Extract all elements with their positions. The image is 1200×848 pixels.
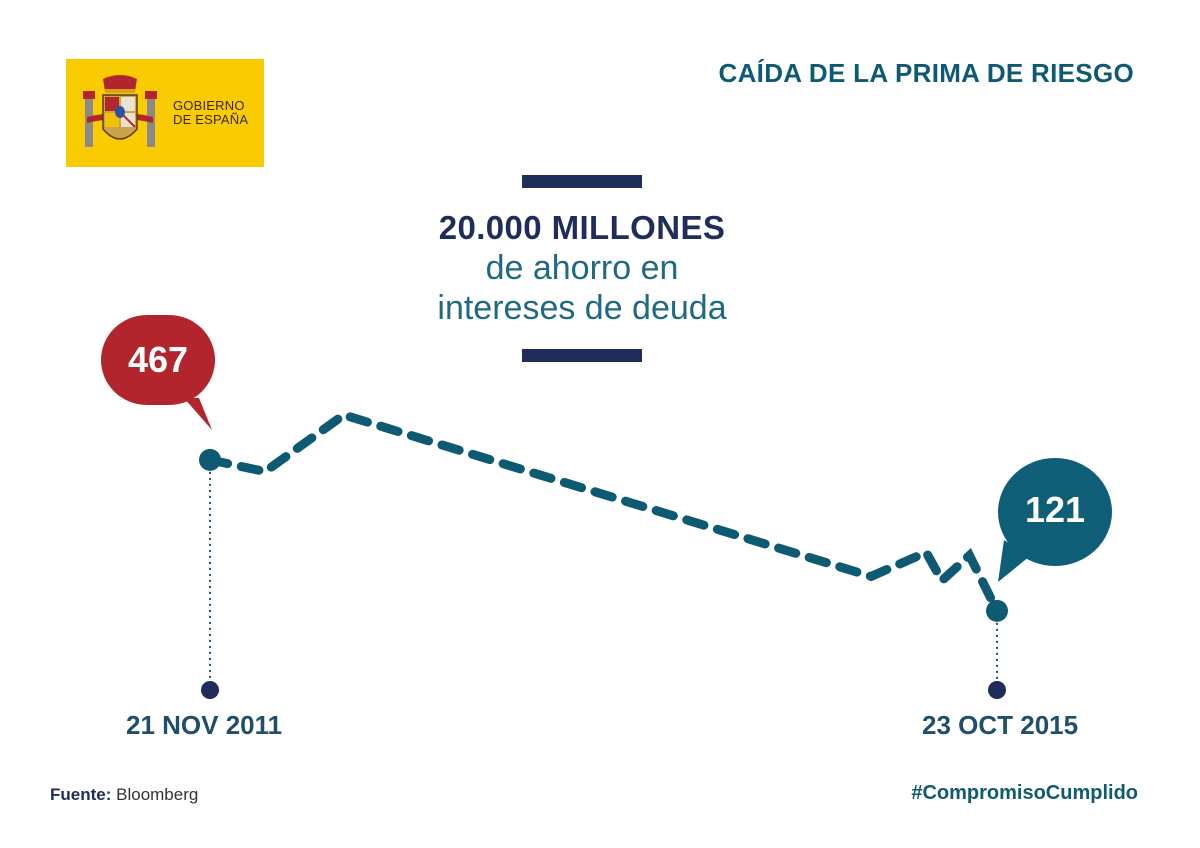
source-note: Fuente: Bloomberg [50,785,198,805]
source-value: Bloomberg [116,785,199,804]
bottom-divider-bar [522,349,642,362]
headline-line-2: de ahorro en [485,249,679,287]
series-line [205,409,1002,616]
end-bubble-tail [998,540,1030,582]
start-axis-dot [201,681,219,699]
start-date-label: 21 NOV 2011 [126,710,283,740]
logo-line-1: GOBIERNO [173,98,245,113]
hashtag: #CompromisoCumplido [911,782,1138,804]
headline: 20.000 MILLONES de ahorro en intereses d… [380,208,784,328]
headline-amount: 20.000 MILLONES [438,209,726,246]
logo-text: GOBIERNO DE ESPAÑA [173,99,248,127]
source-label: Fuente: [50,785,112,804]
chart-title: CAÍDA DE LA PRIMA DE RIESGO [718,58,1134,88]
coat-of-arms-icon [83,75,157,147]
start-point [199,448,221,471]
start-bubble-tail [184,398,212,430]
end-point [986,599,1008,622]
end-date-label: 23 OCT 2015 [922,710,1079,740]
end-axis-dot [988,681,1006,699]
logo-line-2: DE ESPAÑA [173,112,249,127]
start-value-bubble: 467 [101,315,215,405]
gobierno-logo: GOBIERNO DE ESPAÑA [66,59,264,167]
headline-line-3: intereses de deuda [437,289,727,327]
end-value-bubble: 121 [998,458,1112,566]
top-divider-bar [522,175,642,188]
